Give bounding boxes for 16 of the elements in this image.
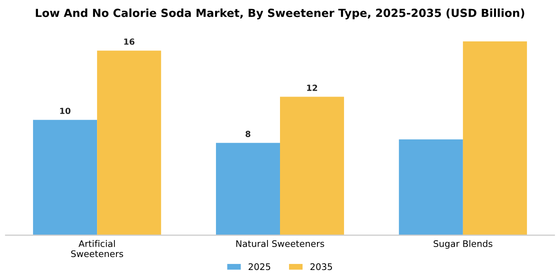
x-tick-label: Natural Sweeteners [236, 240, 324, 248]
legend-label: 2035 [310, 263, 332, 270]
chart-title: Low And No Calorie Soda Market, By Sweetener Type, 2025-2035 (USD Billion) [36, 8, 524, 20]
x-tick-label: Sugar Blends [434, 240, 492, 249]
data-label: 10 [60, 108, 70, 114]
data-label: 8 [246, 130, 250, 138]
bar [97, 50, 162, 236]
bar [462, 41, 527, 236]
data-label: 16 [124, 38, 134, 45]
bar [280, 96, 344, 236]
bar [33, 120, 98, 236]
legend-label: 2025 [248, 263, 270, 270]
bar [216, 142, 280, 236]
data-label: 12 [307, 84, 318, 91]
x-tick-label: Artificial Sweeteners [71, 240, 124, 258]
bar [398, 139, 463, 236]
